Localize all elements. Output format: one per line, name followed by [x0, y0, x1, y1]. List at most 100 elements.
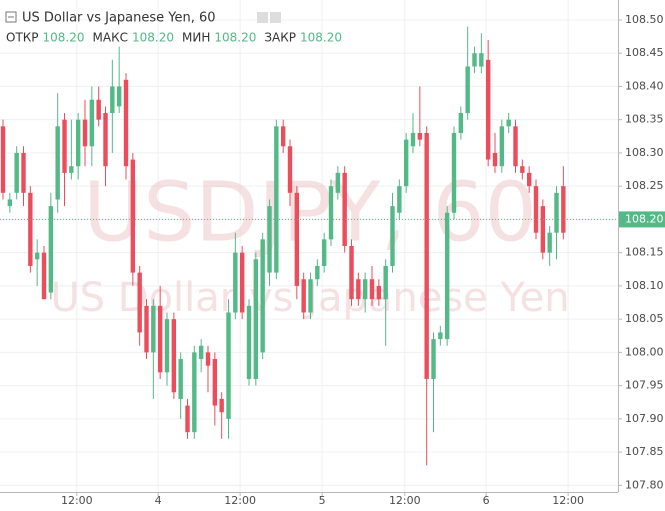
watermark: USDJPY, 60 [83, 165, 537, 260]
y-tick-label: 108.40 [625, 79, 664, 92]
candle-body [424, 132, 429, 379]
candle-body [219, 398, 224, 413]
y-tick-label: 108.05 [625, 312, 664, 325]
candle-body [540, 206, 546, 253]
candle-body [267, 206, 272, 273]
candle-body [294, 192, 300, 286]
candle-body [342, 172, 347, 246]
y-tick-label: 108.00 [625, 345, 664, 358]
candle-body [151, 305, 156, 353]
x-tick-label: 12:00 [389, 494, 421, 507]
candle-body [315, 265, 320, 280]
candle-body [137, 272, 142, 333]
candle-body [417, 132, 423, 140]
candle-body [458, 113, 464, 133]
candle-body [280, 126, 286, 147]
candle-body [356, 279, 361, 300]
candle-body [260, 239, 265, 353]
candle-body [246, 305, 252, 379]
candle-body [164, 319, 170, 373]
y-tick-label: 107.90 [625, 412, 664, 425]
candle-body [41, 252, 47, 300]
candle-body [69, 166, 74, 173]
candle-body [287, 146, 293, 193]
candle-body [390, 206, 395, 266]
candle-body [7, 199, 13, 207]
candle-body [48, 206, 54, 293]
candle-body [75, 119, 81, 167]
candle-body [403, 139, 409, 187]
candle-body [110, 86, 115, 114]
candle-body [561, 186, 566, 233]
candle-body [212, 359, 218, 406]
candle-body [28, 192, 33, 266]
candle-body [301, 279, 306, 313]
candle-body [397, 186, 402, 213]
candle-body [226, 312, 231, 419]
axes: 108.50 108.45 108.40 108.35 108.30 108.25 108.… [61, 13, 665, 507]
candle-body [506, 119, 511, 127]
y-tick-label: 108.25 [625, 179, 664, 192]
candle-body [96, 99, 101, 120]
ohlc-name: ЗАКР [264, 31, 296, 45]
candle-body [492, 152, 498, 167]
candle-body [479, 53, 484, 67]
y-tick-label: 108.30 [625, 146, 664, 159]
candle-body [533, 186, 539, 233]
candle-body [431, 339, 436, 379]
ohlc-value: 108.20 [132, 31, 174, 45]
candle-body [376, 285, 382, 300]
y-tick-label: 107.85 [625, 445, 664, 458]
chart-title: US Dollar vs Japanese Yen, 60 [22, 11, 216, 26]
ohlc-name: МАКС [93, 31, 128, 45]
ohlc-value: 108.20 [214, 31, 256, 45]
candle-body [362, 279, 368, 300]
candle-body [451, 132, 457, 213]
candle-body [547, 232, 552, 253]
y-tick-label: 108.35 [625, 113, 664, 126]
candle-body [123, 79, 129, 167]
y-tick-label: 108.45 [625, 46, 664, 59]
x-tick-label: 12:00 [61, 494, 93, 507]
ohlc-header: ОТКР 108.20 МАКС 108.20 МИН 108.20 ЗАКР 108.20 [6, 31, 342, 45]
candle-body [472, 53, 477, 67]
candle-body [144, 305, 149, 353]
x-tick-label: 4 [155, 494, 162, 507]
candle-body [444, 212, 450, 340]
settings-button[interactable] [257, 12, 268, 23]
close-button[interactable] [270, 12, 281, 23]
candle-body [499, 126, 505, 167]
candle-body [410, 132, 416, 147]
candle-body [0, 126, 6, 193]
candle-body [171, 319, 177, 393]
candle-body [198, 345, 204, 360]
candle-body [178, 359, 183, 399]
candle-body [321, 239, 327, 266]
candle-body [526, 172, 532, 187]
candle-body [383, 265, 388, 300]
candle-body [89, 99, 95, 147]
y-tick-label: 108.10 [625, 279, 664, 292]
candle-body [62, 119, 67, 173]
plot [0, 26, 618, 466]
candle-body [520, 166, 525, 173]
candle-body [328, 186, 334, 240]
last-price-box [619, 211, 665, 228]
candle-body [513, 126, 518, 167]
candle-body [335, 172, 341, 193]
candle-body [205, 352, 211, 366]
ohlc-value: 108.20 [300, 31, 342, 45]
candle-body [55, 126, 60, 200]
candle-body [274, 126, 279, 273]
candle-body [21, 152, 26, 193]
candle-body [116, 86, 122, 107]
ohlc-name: ОТКР [6, 31, 39, 45]
candle-body [14, 152, 19, 193]
candle-body [485, 59, 491, 160]
candle-body [157, 305, 163, 373]
candle-body [34, 252, 40, 260]
candle-body [369, 279, 375, 300]
candle-body [554, 192, 559, 233]
